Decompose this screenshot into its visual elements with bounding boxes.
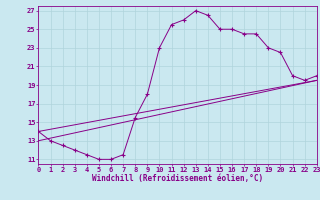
X-axis label: Windchill (Refroidissement éolien,°C): Windchill (Refroidissement éolien,°C) (92, 174, 263, 183)
